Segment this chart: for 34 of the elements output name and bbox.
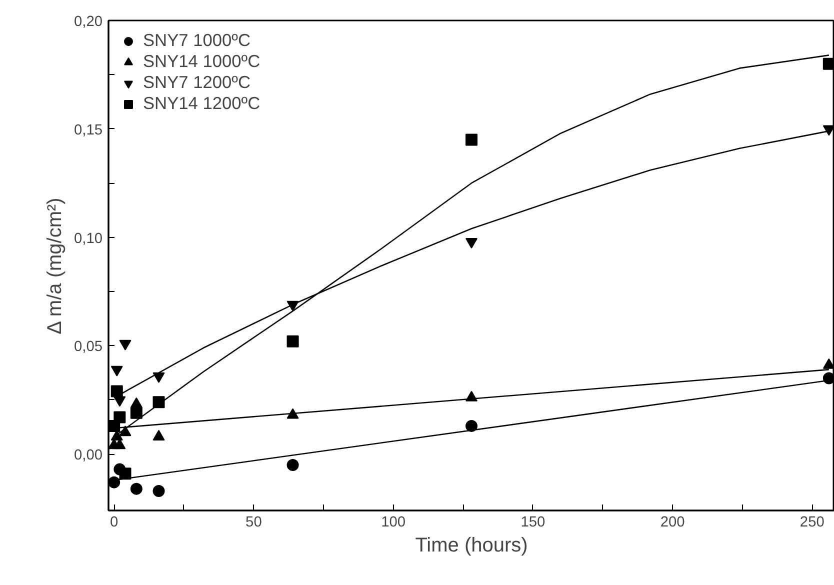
y-tick-label: 0,15 — [74, 122, 103, 138]
x-tick-label: 0 — [110, 514, 118, 530]
x-tick-label: 50 — [246, 514, 262, 530]
point — [130, 406, 142, 419]
point — [466, 420, 478, 432]
point — [286, 335, 299, 348]
x-tick-label: 150 — [520, 514, 546, 530]
x-tick-label: 200 — [660, 514, 685, 530]
point — [130, 482, 142, 495]
x-tick-label: 100 — [381, 514, 406, 530]
point — [822, 125, 834, 136]
point — [286, 458, 299, 471]
legend-label: SNY14 1000ºC — [143, 51, 260, 72]
legend-label: SNY14 1200ºC — [143, 93, 260, 114]
point — [119, 468, 132, 480]
point — [114, 411, 126, 424]
y-tick-label: 0,10 — [74, 230, 103, 247]
legend-label: SNY7 1200ºC — [143, 72, 250, 93]
legend-label: SNY7 1000ºC — [143, 30, 250, 51]
point — [466, 238, 478, 248]
point — [466, 134, 478, 146]
y-tick-label: 0,05 — [74, 339, 103, 356]
point — [119, 340, 132, 350]
point — [822, 58, 834, 70]
point — [822, 372, 834, 384]
point — [108, 476, 120, 488]
y-axis-title: Δ m/a (mg/cm²) — [44, 198, 66, 334]
point — [110, 385, 123, 398]
x-tick-label: 250 — [800, 514, 824, 530]
point — [110, 366, 123, 376]
x-axis-title: Time (hours) — [415, 534, 528, 556]
y-tick-label: 0,00 — [74, 448, 103, 464]
y-tick-label: 0,20 — [74, 14, 103, 30]
point — [152, 485, 165, 497]
